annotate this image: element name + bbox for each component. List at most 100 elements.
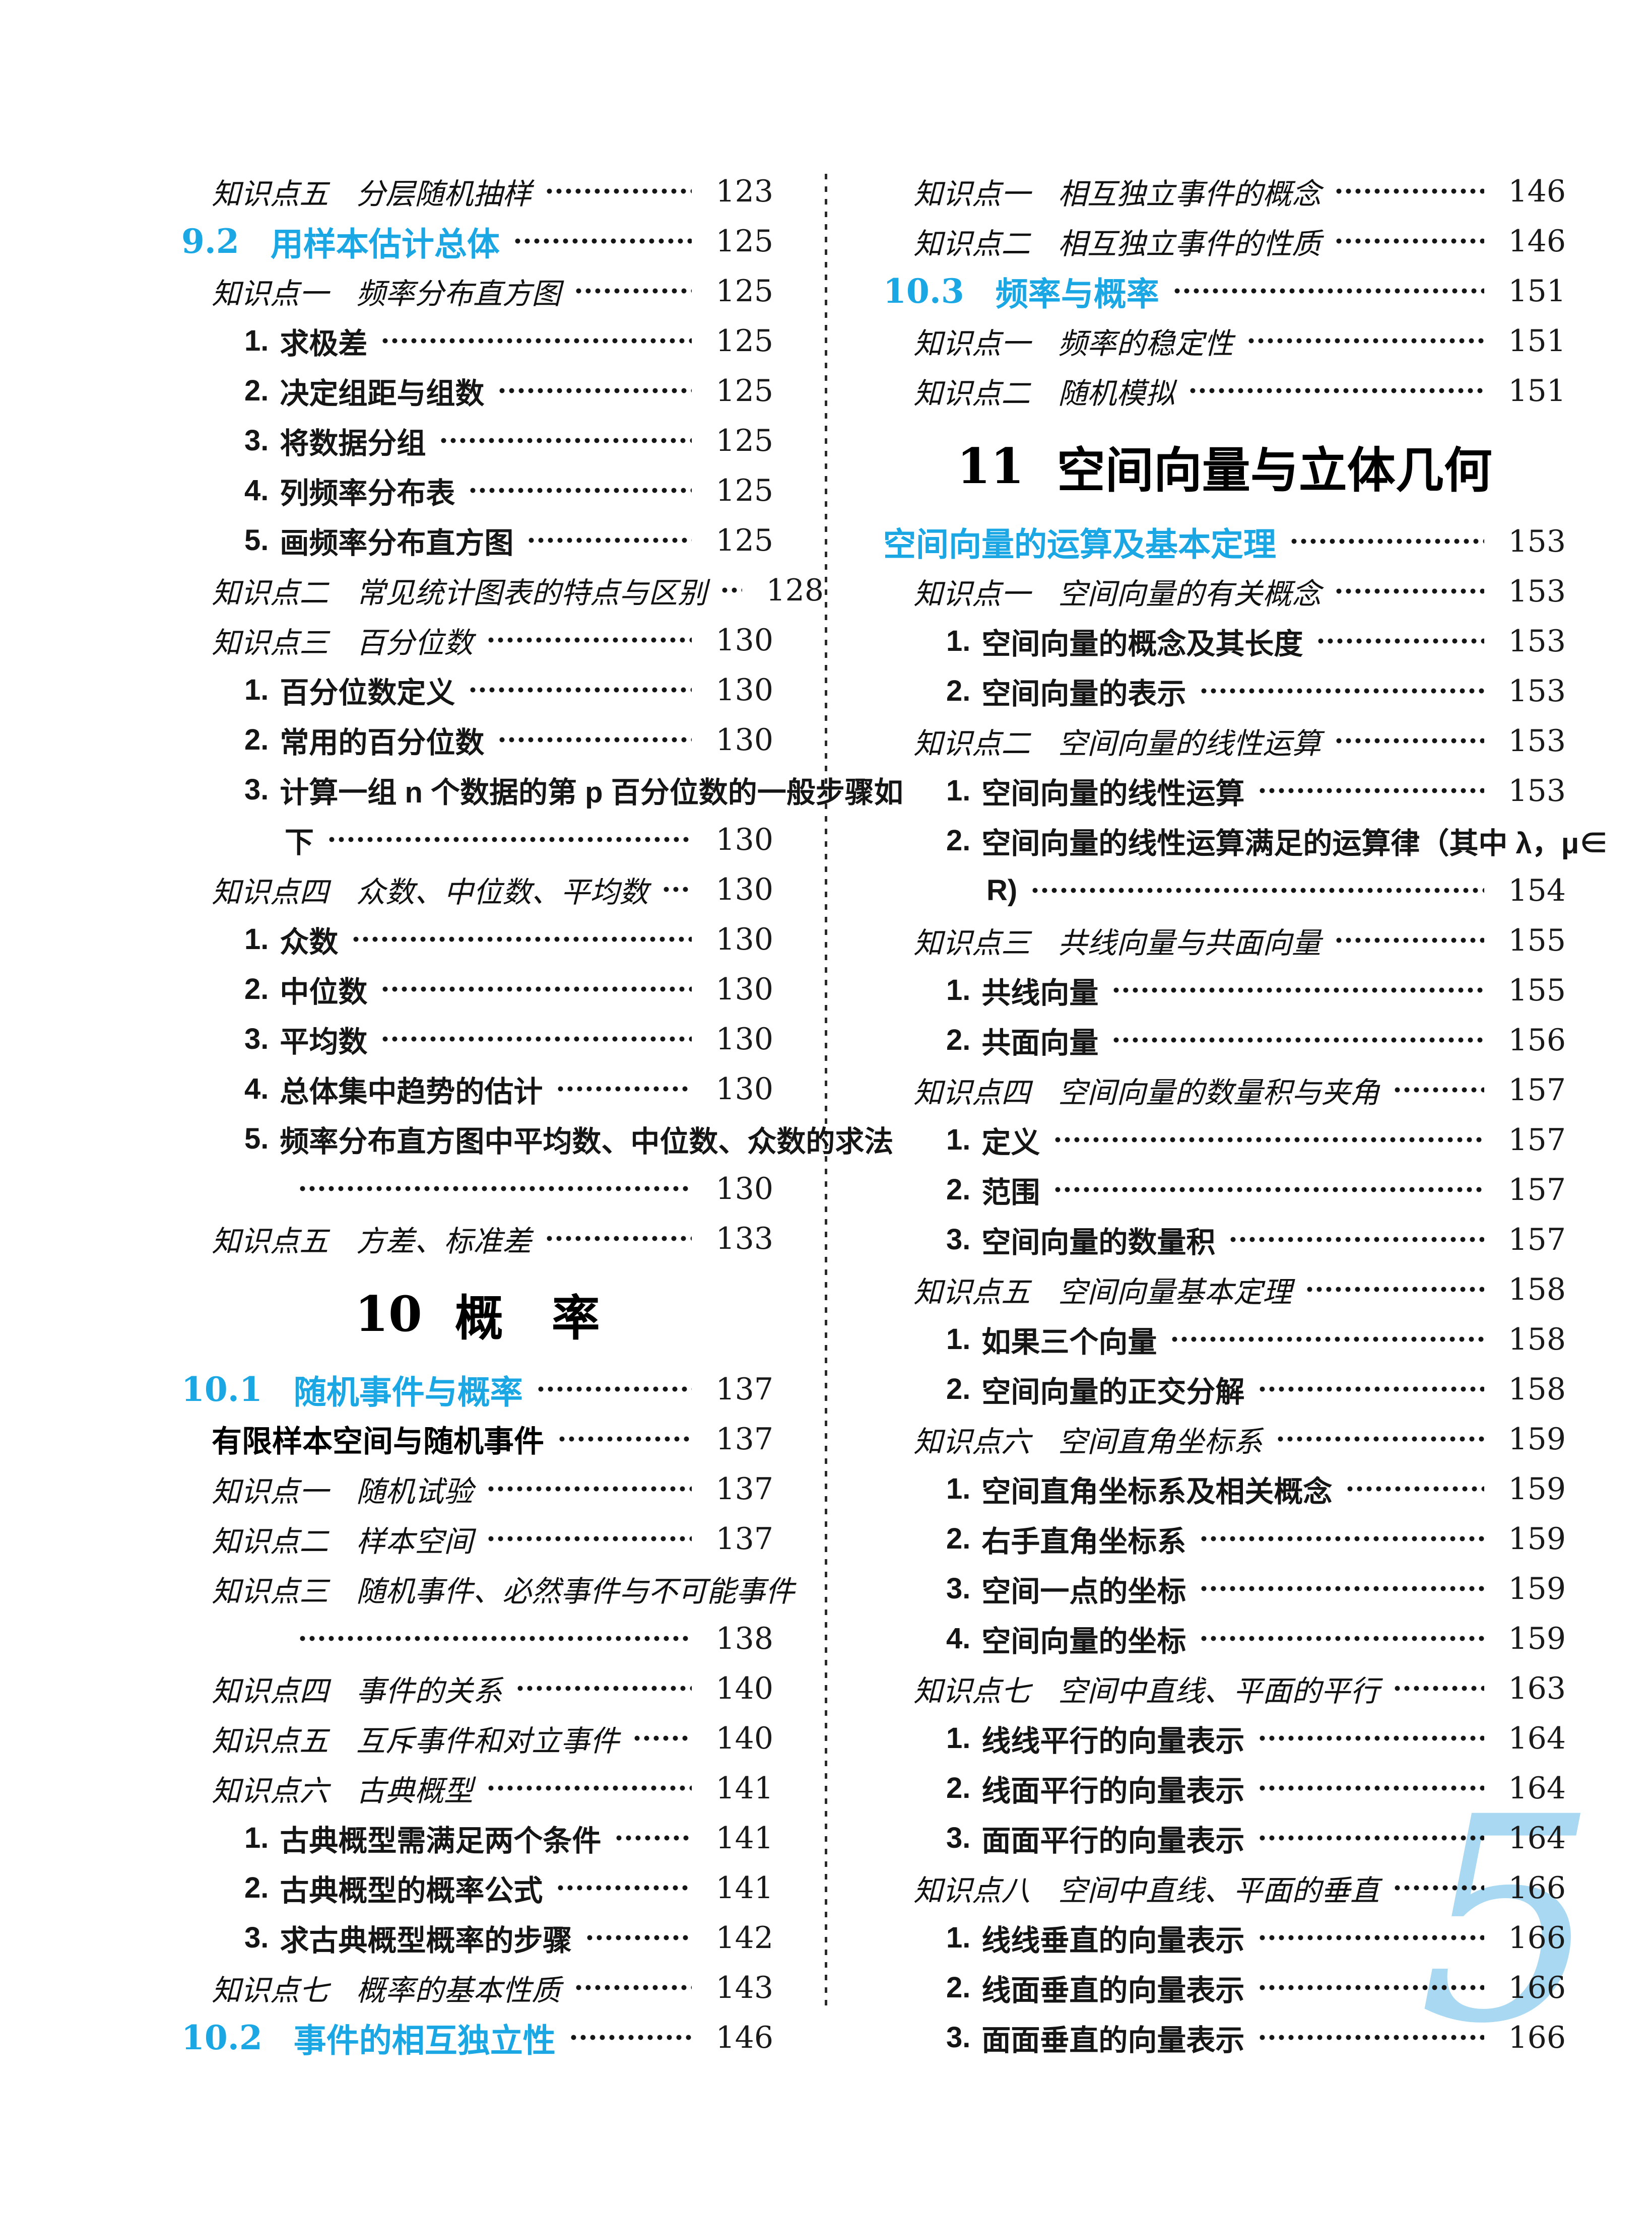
knowledge-point-label: 知识点一: [913, 326, 1031, 361]
knowledge-point-label: 知识点二: [212, 575, 329, 610]
toc-entry-number: 4.: [244, 474, 269, 507]
toc-entry: 知识点一 频率分布直方图 125: [181, 266, 773, 316]
toc-entry-title: 总体集中趋势的估计: [280, 1075, 543, 1108]
toc-entry: 4. 列频率分布表 125: [181, 465, 773, 515]
toc-entry-title: 空间向量的数量积与夹角: [1058, 1075, 1380, 1110]
dot-leader: [1032, 888, 1484, 893]
dot-leader: [528, 538, 692, 543]
toc-page-number: 164: [1508, 1720, 1566, 1756]
toc-page-number: 130: [715, 1071, 773, 1107]
toc-entry-title: 常用的百分位数: [280, 726, 485, 759]
toc-page-number: 151: [1508, 323, 1566, 359]
toc-entry: 2. 线面垂直的向量表示 166: [883, 1963, 1566, 2012]
dot-leader: [1307, 1287, 1484, 1292]
toc-entry: 2. 右手直角坐标系 159: [883, 1514, 1566, 1564]
dot-leader: [587, 1935, 692, 1940]
dot-leader: [1336, 188, 1484, 194]
dot-leader: [499, 388, 692, 393]
toc-entry-title: 随机模拟: [1058, 376, 1175, 411]
toc-entry: 知识点六 古典概型 141: [181, 1763, 773, 1813]
toc-page-number: 156: [1508, 1022, 1566, 1058]
dot-leader: [1336, 238, 1484, 244]
toc-page-number: 155: [1508, 922, 1566, 958]
toc-page-number: 130: [715, 822, 773, 857]
toc-page-number: 125: [715, 423, 773, 458]
toc-column-left: 知识点五 分层随机抽样 123 9.2 用样本估计总体 125 知识点一 频率分布直方图 125…: [181, 166, 903, 2062]
toc-entry-title: 平均数: [280, 1025, 368, 1058]
toc-entry: 知识点四 空间向量的数量积与夹角 157: [883, 1065, 1566, 1115]
dot-leader: [1260, 1386, 1484, 1392]
toc-entry-title: 频率分布直方图: [356, 276, 561, 311]
toc-entry-number: 2.: [946, 675, 971, 707]
toc-entry-title: 如果三个向量: [981, 1325, 1157, 1359]
toc-entry: 4. 总体集中趋势的估计 130: [181, 1064, 773, 1114]
dot-leader: [538, 1386, 692, 1392]
toc-entry-title: 空间向量的概念及其长度: [981, 627, 1303, 660]
toc-entry: 1. 众数 130: [181, 914, 773, 964]
dot-leader: [1201, 1536, 1484, 1541]
toc-entry-title: 面面垂直的向量表示: [981, 2024, 1245, 2057]
toc-entry-number: 1.: [244, 674, 269, 706]
toc-page-number: 159: [1508, 1571, 1566, 1606]
toc-entry: 2. 决定组距与组数 125: [181, 366, 773, 416]
toc-entry-title: 空间向量基本定理: [1058, 1274, 1292, 1309]
toc-entry-title: 下: [285, 826, 314, 859]
knowledge-point-label: 知识点三: [212, 625, 329, 660]
toc-page-number: 125: [715, 473, 773, 508]
toc-entry: 知识点八 空间中直线、平面的垂直 166: [883, 1863, 1566, 1913]
toc-entry: 3. 空间向量的数量积 157: [883, 1215, 1566, 1264]
knowledge-point-label: 知识点二: [212, 1524, 329, 1559]
toc-entry: 9.2 用样本估计总体 125: [181, 216, 773, 266]
toc-page-number: 125: [715, 223, 773, 259]
toc-entry: 知识点二 样本空间 137: [181, 1514, 773, 1564]
toc-entry-title: 方差、标准差: [356, 1224, 532, 1258]
toc-entry-title: 古典概型: [356, 1773, 474, 1808]
dot-leader: [1336, 588, 1484, 594]
toc-page-number: 141: [715, 1770, 773, 1806]
knowledge-point-label: 知识点四: [212, 875, 329, 909]
dot-leader: [547, 188, 692, 194]
toc-entry-title: 随机事件与概率: [293, 1373, 523, 1411]
dot-leader: [1172, 1336, 1484, 1342]
dot-leader: [1113, 987, 1484, 993]
toc-page-number: 154: [1508, 872, 1566, 908]
toc-page-number: 163: [1508, 1670, 1566, 1706]
toc-entry: 3. 面面垂直的向量表示 166: [883, 2012, 1566, 2062]
toc-entry: 知识点七 空间中直线、平面的平行 163: [883, 1663, 1566, 1713]
toc-entry-number: 1.: [946, 1323, 971, 1356]
toc-entry-number: 3.: [946, 2021, 971, 2054]
dot-leader: [499, 737, 692, 743]
toc-entry: 4. 空间向量的坐标 159: [883, 1614, 1566, 1663]
toc-entry-title: 空间向量的数量积: [981, 1226, 1216, 1259]
dot-leader: [1395, 1087, 1484, 1093]
toc-page-number: 166: [1508, 2020, 1566, 2055]
dot-leader: [382, 986, 692, 992]
knowledge-point-label: 知识点二: [913, 376, 1031, 411]
toc-entry-number: 2.: [946, 1971, 971, 2004]
dot-leader: [300, 1186, 692, 1191]
toc-page-number: 137: [715, 1521, 773, 1557]
dot-leader: [1336, 738, 1484, 744]
toc-entry: 知识点一 空间向量的有关概念 153: [883, 566, 1566, 616]
chapter-heading: 10 概 率: [181, 1263, 773, 1364]
toc-page-number: 141: [715, 1870, 773, 1906]
dot-leader: [470, 488, 692, 493]
toc-entry-title: 相互独立事件的概念: [1058, 176, 1321, 211]
knowledge-point-label: 知识点五: [212, 1224, 329, 1258]
dot-leader: [1336, 937, 1484, 943]
toc-page-number: 157: [1508, 1122, 1566, 1158]
toc-page-number: 153: [1508, 673, 1566, 709]
toc-entry: 知识点五 方差、标准差 133: [181, 1214, 773, 1263]
dot-leader: [382, 338, 692, 344]
toc-entry-number: 1.: [946, 774, 971, 807]
knowledge-point-label: 知识点四: [212, 1673, 329, 1708]
toc-entry: 知识点四 事件的关系 140: [181, 1663, 773, 1713]
toc-entry-number: 10.1: [181, 1369, 262, 1409]
toc-entry-number: 2.: [946, 1373, 971, 1405]
toc-page-number: 141: [715, 1820, 773, 1856]
toc-entry: 有限样本空间与随机事件 137: [181, 1414, 773, 1464]
toc-entry-number: 3.: [946, 1572, 971, 1605]
toc-entry-number: 1.: [946, 974, 971, 1006]
toc-entry: 2. 古典概型的概率公式 141: [181, 1863, 773, 1913]
toc-entry-title: 空间向量的线性运算满足的运算律（其中 λ，μ∈: [981, 827, 1609, 860]
